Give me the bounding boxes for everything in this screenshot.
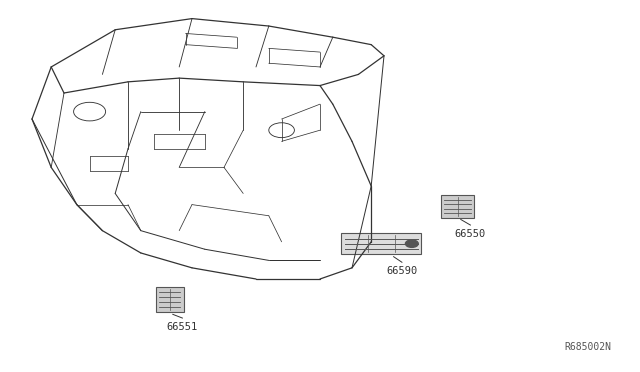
Circle shape <box>406 240 419 247</box>
FancyBboxPatch shape <box>342 234 422 254</box>
Text: 66550: 66550 <box>455 229 486 239</box>
Text: R685002N: R685002N <box>564 341 611 352</box>
Text: 66551: 66551 <box>167 322 198 332</box>
FancyBboxPatch shape <box>156 287 184 312</box>
FancyBboxPatch shape <box>441 195 474 218</box>
Text: 66590: 66590 <box>387 266 417 276</box>
